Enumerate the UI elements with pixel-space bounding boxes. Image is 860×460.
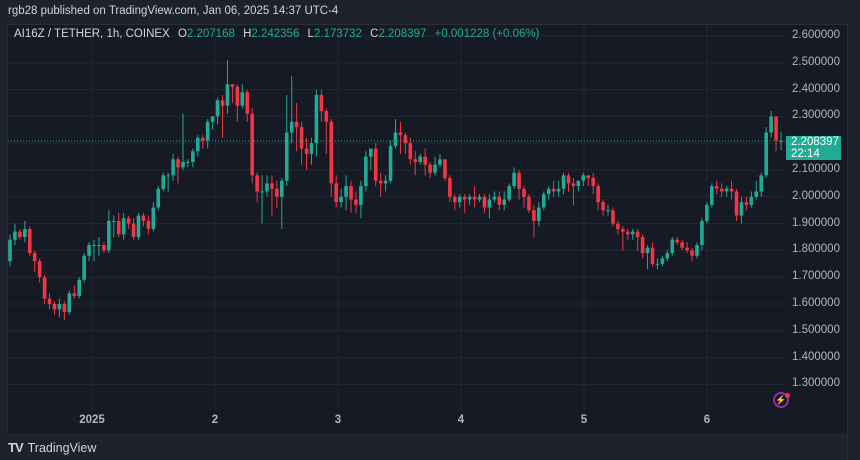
open-value: 2.207168 <box>186 28 235 40</box>
brand-name: TradingView <box>27 440 97 455</box>
bar-countdown: 22:14 <box>791 147 820 160</box>
close-label: C <box>370 28 379 40</box>
footer-branding: TV TradingView <box>8 440 96 455</box>
price-tick-label: 2.100000 <box>792 163 840 175</box>
price-tick-label: 2.500000 <box>792 55 840 68</box>
price-tick-label: 1.800000 <box>792 243 840 256</box>
price-tick-label: 1.300000 <box>792 377 840 390</box>
time-tick-label: 5 <box>580 414 588 426</box>
price-tick-label: 1.600000 <box>792 297 840 309</box>
last-price-badge: 2.208397 22:14 <box>786 136 841 160</box>
time-tick-label: 3 <box>334 414 342 426</box>
symbol-name: AI16Z / TETHER, 1h, COINEX <box>14 28 170 40</box>
price-tick-label: 2.400000 <box>792 82 840 95</box>
high-value: 2.242356 <box>251 28 300 40</box>
price-tick-label: 1.500000 <box>792 323 840 336</box>
price-tick-label: 1.700000 <box>792 270 840 283</box>
close-value: 2.208397 <box>378 28 427 40</box>
price-tick-label: 2.000000 <box>792 189 840 202</box>
time-tick-label: 2025 <box>79 414 105 426</box>
low-value: 2.173732 <box>313 28 362 40</box>
published-caption: rgb28 published on TradingView.com, Jan … <box>8 5 339 17</box>
price-tick-label: 2.600000 <box>792 29 840 41</box>
tradingview-logo-icon: TV <box>8 440 24 455</box>
low-label: L <box>307 28 314 40</box>
notification-dot-icon <box>785 393 790 398</box>
change-value: +0.001228 (+0.06%) <box>434 28 540 40</box>
right-edge <box>847 24 860 460</box>
last-price-value: 2.208397 <box>791 136 839 148</box>
high-label: H <box>243 28 252 40</box>
time-tick-label: 6 <box>703 414 711 426</box>
price-axis[interactable] <box>787 24 847 433</box>
time-tick-label: 4 <box>457 414 465 426</box>
price-tick-label: 1.400000 <box>792 350 840 363</box>
symbol-legend: AI16Z / TETHER, 1h, COINEX O2.207168 H2.… <box>14 28 539 40</box>
price-tick-label: 1.900000 <box>792 216 840 229</box>
open-label: O <box>177 28 187 40</box>
time-tick-label: 2 <box>211 414 219 426</box>
price-tick-label: 2.300000 <box>792 109 840 122</box>
lightning-icon[interactable]: ⚡ <box>773 392 789 408</box>
